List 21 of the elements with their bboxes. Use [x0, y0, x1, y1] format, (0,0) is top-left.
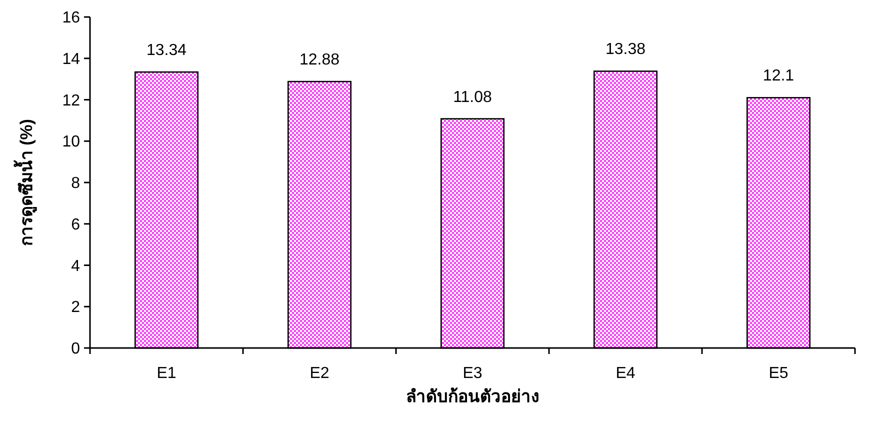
y-tick-label: 14: [62, 50, 80, 68]
y-tick-label: 10: [62, 134, 80, 151]
y-tick-label: 8: [71, 175, 80, 192]
y-tick-label: 16: [62, 10, 80, 26]
y-tick-label: 12: [62, 92, 80, 110]
x-tick-label: E5: [768, 365, 788, 382]
data-label: 12.88: [299, 52, 340, 69]
y-tick-label: 2: [71, 299, 80, 316]
x-tick-label: E1: [156, 365, 176, 382]
x-tick-label: E3: [462, 365, 482, 382]
y-axis-title: การดูดซึมน้ำ (%): [13, 118, 38, 246]
y-tick-label: 6: [71, 216, 80, 234]
data-label: 13.34: [146, 42, 187, 60]
x-tick-label: E4: [616, 365, 636, 382]
y-tick-label: 4: [71, 258, 80, 275]
x-tick-label: E2: [310, 365, 330, 382]
data-label: 11.08: [453, 88, 492, 106]
data-label: 13.38: [605, 41, 646, 58]
data-label: 12.1: [762, 68, 794, 85]
y-tick-label: 0: [71, 340, 80, 358]
x-axis-title: ลำดับก้อนตัวอย่าง: [406, 387, 539, 406]
